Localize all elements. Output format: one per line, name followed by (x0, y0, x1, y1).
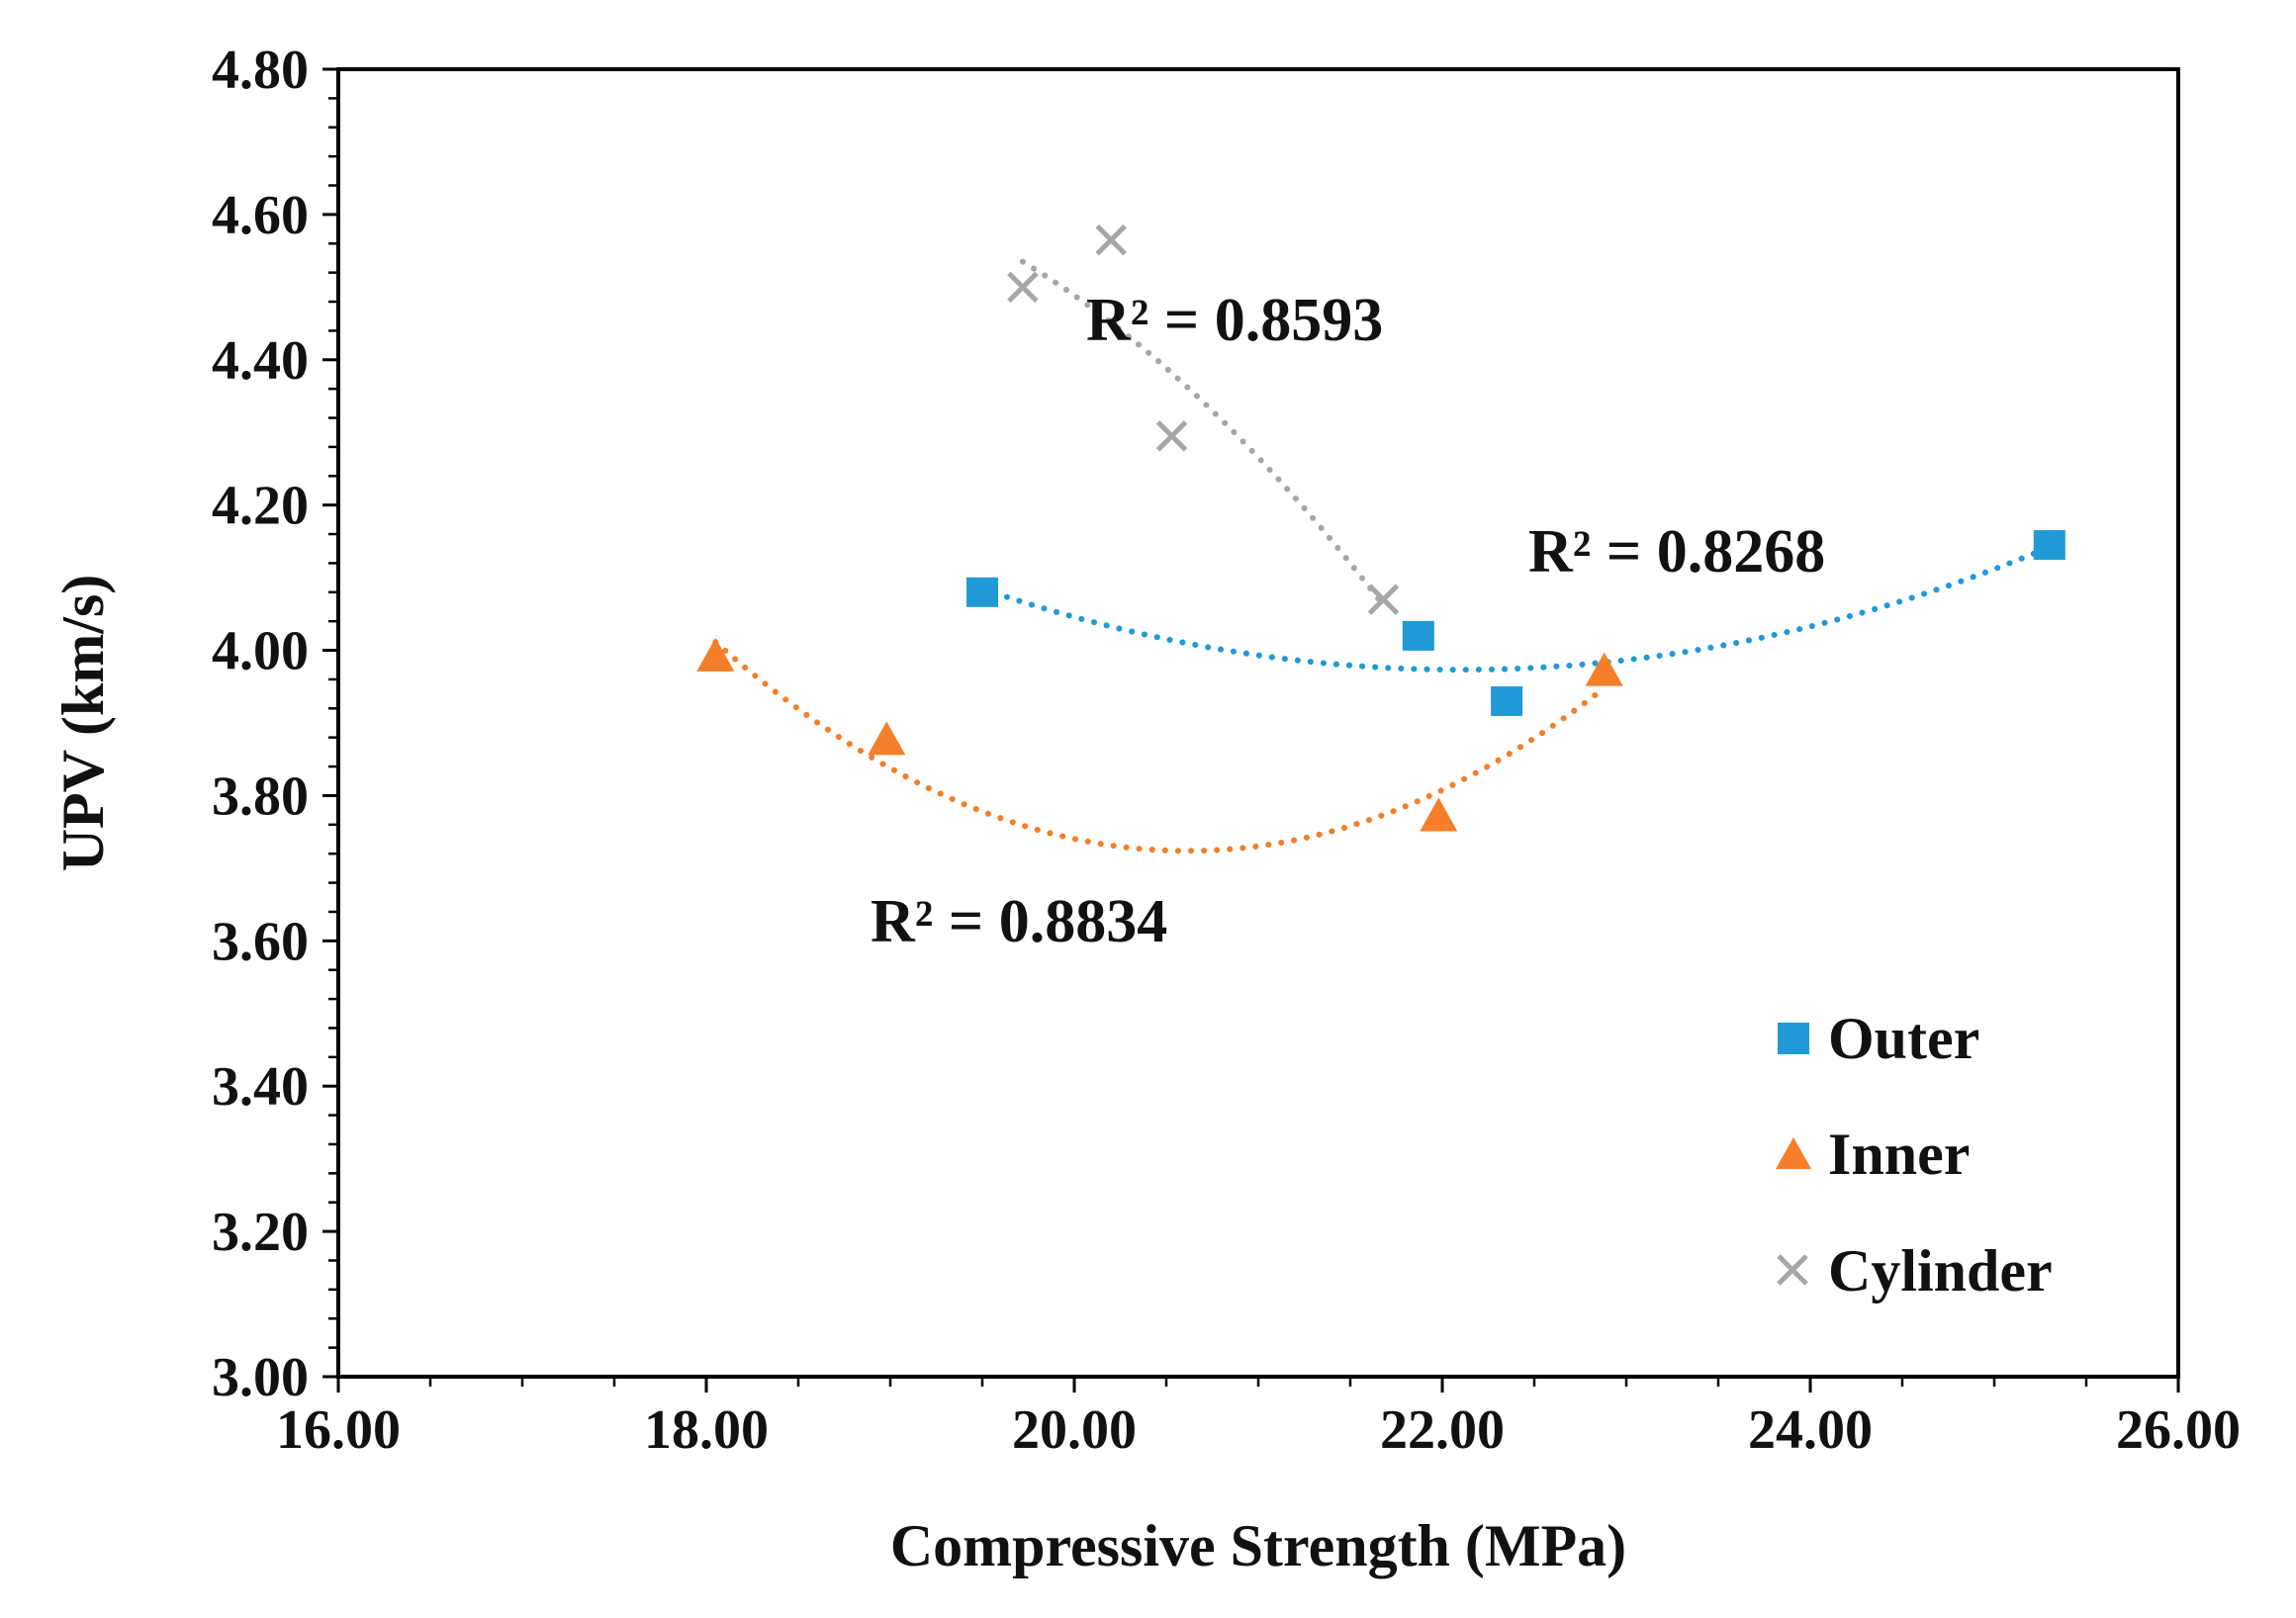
point-inner (868, 721, 906, 756)
x-axis-title: Compressive Strength (MPa) (890, 1513, 1626, 1578)
legend-label-cylinder: Cylinder (1828, 1238, 2053, 1303)
data-points (696, 224, 2066, 832)
legend: Outer Inner Cylinder (1776, 1006, 2053, 1303)
y-tick-label: 4.40 (212, 330, 309, 392)
legend-marker-inner (1776, 1137, 1811, 1169)
point-inner (1585, 652, 1623, 686)
y-tick-label: 4.80 (212, 40, 309, 101)
point-cylinder-stroke (1095, 224, 1127, 256)
point-outer (966, 577, 998, 607)
x-tick-label: 24.00 (1748, 1399, 1873, 1461)
y-tick-label: 3.60 (212, 911, 309, 972)
legend-label-inner: Inner (1828, 1122, 1970, 1187)
legend-label-outer: Outer (1828, 1006, 1979, 1071)
legend-marker-cylinder (1777, 1254, 1808, 1286)
y-tick-label: 4.20 (212, 476, 309, 537)
y-tick-label: 3.40 (212, 1056, 309, 1118)
y-tick-label: 3.00 (212, 1347, 309, 1408)
trendline-outer (979, 544, 2053, 674)
y-tick-label: 3.20 (212, 1202, 309, 1263)
point-outer (1491, 685, 1523, 716)
x-tick-label: 22.00 (1380, 1399, 1505, 1461)
point-inner (1420, 797, 1458, 832)
point-cylinder-stroke (1367, 584, 1400, 615)
point-cylinder (1007, 271, 1039, 304)
r2-label-cylinder: R² = 0.8593 (1086, 287, 1383, 354)
y-tick-label: 3.80 (212, 765, 309, 827)
point-outer (1402, 620, 1434, 651)
point-cylinder (1095, 224, 1127, 256)
x-tick-label: 26.00 (2116, 1399, 2241, 1461)
x-tick-label: 16.00 (276, 1399, 401, 1461)
y-axis-title: UPV (km/s) (50, 575, 116, 872)
x-tick-label: 20.00 (1012, 1399, 1137, 1461)
point-cylinder (1155, 420, 1188, 452)
point-cylinder-stroke (1155, 420, 1188, 452)
r2-label-inner: R² = 0.8834 (871, 888, 1167, 955)
y-axis-ticks: 3.00 3.20 3.40 3.60 3.80 4.00 4.20 4.40 4.60 4.80 (212, 40, 338, 1408)
x-tick-label: 18.00 (644, 1399, 769, 1461)
plot-area (336, 67, 2180, 1379)
point-outer (2033, 530, 2066, 561)
point-cylinder-stroke (1007, 271, 1039, 304)
y-tick-label: 4.60 (212, 185, 309, 246)
x-axis-ticks: 16.00 18.00 20.00 22.00 24.00 26.00 (276, 1377, 2241, 1461)
point-inner (696, 637, 735, 672)
trendlines (712, 258, 2053, 854)
point-cylinder (1367, 584, 1400, 615)
legend-marker-outer (1778, 1023, 1809, 1054)
r2-label-outer: R² = 0.8268 (1528, 518, 1825, 585)
y-tick-label: 4.00 (212, 621, 309, 682)
